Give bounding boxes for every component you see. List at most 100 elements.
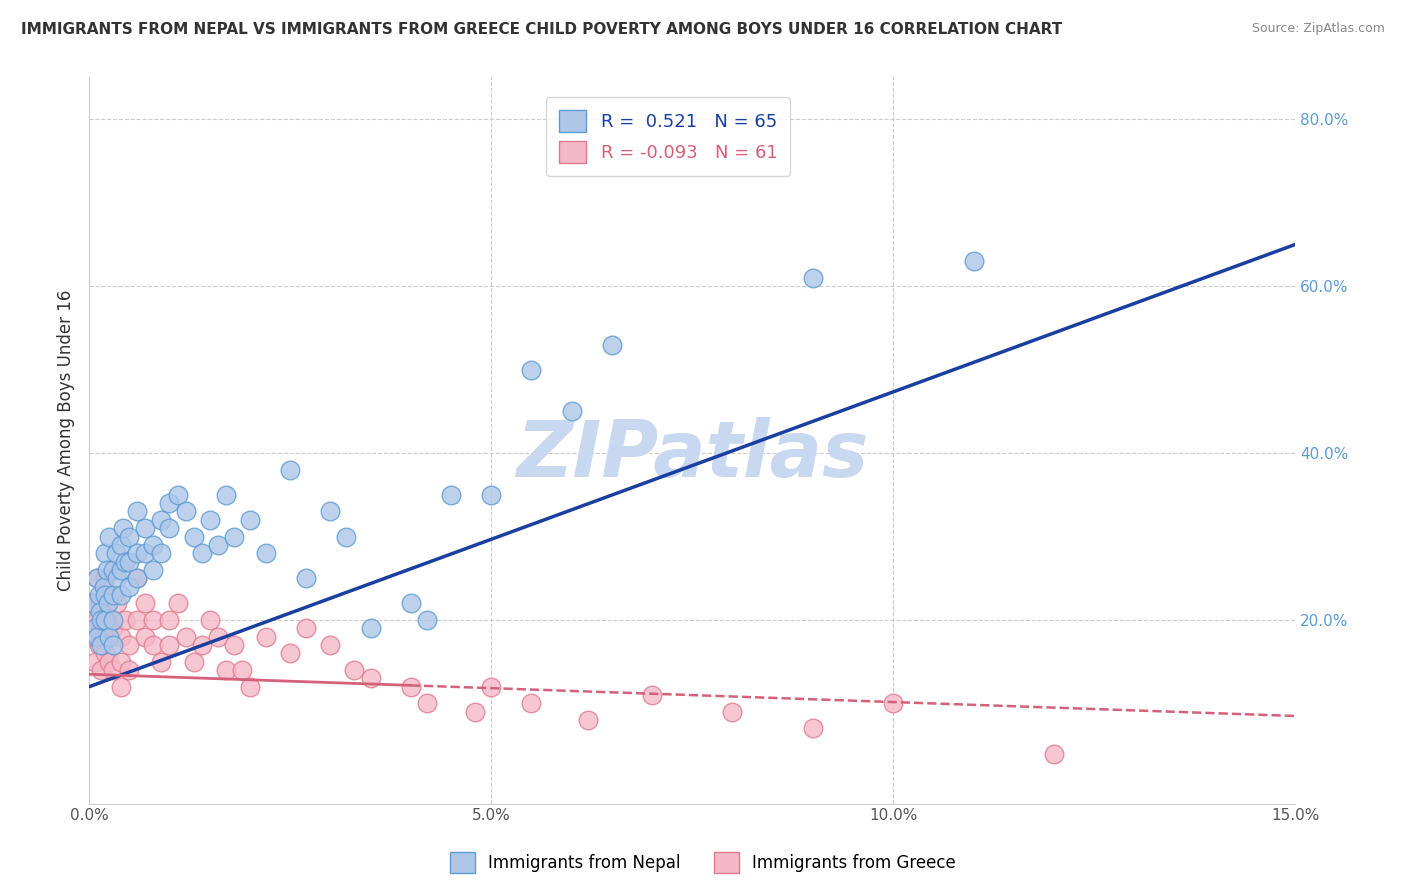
Point	[416, 697, 439, 711]
Text: ZIPatlas: ZIPatlas	[516, 417, 869, 493]
Point	[111, 521, 134, 535]
Point	[94, 588, 117, 602]
Point	[142, 538, 165, 552]
Point	[114, 555, 136, 569]
Point	[96, 563, 118, 577]
Point	[110, 538, 132, 552]
Point	[882, 697, 904, 711]
Point	[83, 621, 105, 635]
Point	[142, 638, 165, 652]
Point	[86, 630, 108, 644]
Point	[183, 655, 205, 669]
Point	[90, 638, 112, 652]
Point	[82, 630, 104, 644]
Point	[343, 663, 366, 677]
Point	[110, 563, 132, 577]
Point	[278, 646, 301, 660]
Point	[159, 496, 181, 510]
Point	[87, 638, 110, 652]
Point	[98, 655, 121, 669]
Point	[464, 705, 486, 719]
Point	[118, 663, 141, 677]
Point	[87, 588, 110, 602]
Point	[254, 630, 277, 644]
Point	[94, 571, 117, 585]
Point	[142, 613, 165, 627]
Point	[103, 563, 125, 577]
Point	[110, 655, 132, 669]
Point	[103, 638, 125, 652]
Point	[479, 488, 502, 502]
Point	[110, 630, 132, 644]
Point	[360, 621, 382, 635]
Point	[416, 613, 439, 627]
Legend: R =  0.521   N = 65, R = -0.093   N = 61: R = 0.521 N = 65, R = -0.093 N = 61	[547, 97, 790, 176]
Point	[103, 588, 125, 602]
Point	[174, 504, 197, 518]
Point	[239, 680, 262, 694]
Point	[89, 605, 111, 619]
Point	[295, 571, 318, 585]
Point	[963, 254, 986, 268]
Point	[399, 596, 422, 610]
Point	[360, 672, 382, 686]
Point	[520, 362, 543, 376]
Point	[166, 488, 188, 502]
Point	[90, 613, 112, 627]
Point	[561, 404, 583, 418]
Point	[90, 621, 112, 635]
Point	[94, 596, 117, 610]
Point	[159, 613, 181, 627]
Point	[198, 613, 221, 627]
Point	[103, 588, 125, 602]
Point	[93, 630, 115, 644]
Point	[114, 613, 136, 627]
Point	[127, 546, 149, 560]
Point	[721, 705, 744, 719]
Point	[83, 655, 105, 669]
Point	[110, 680, 132, 694]
Point	[118, 580, 141, 594]
Point	[174, 630, 197, 644]
Point	[215, 488, 238, 502]
Point	[86, 571, 108, 585]
Point	[222, 529, 245, 543]
Point	[190, 546, 212, 560]
Point	[89, 596, 111, 610]
Point	[479, 680, 502, 694]
Point	[440, 488, 463, 502]
Point	[105, 571, 128, 585]
Point	[134, 596, 156, 610]
Point	[104, 546, 127, 560]
Text: IMMIGRANTS FROM NEPAL VS IMMIGRANTS FROM GREECE CHILD POVERTY AMONG BOYS UNDER 1: IMMIGRANTS FROM NEPAL VS IMMIGRANTS FROM…	[21, 22, 1063, 37]
Point	[207, 630, 229, 644]
Text: Source: ZipAtlas.com: Source: ZipAtlas.com	[1251, 22, 1385, 36]
Point	[239, 513, 262, 527]
Point	[127, 571, 149, 585]
Point	[105, 596, 128, 610]
Point	[207, 538, 229, 552]
Point	[1043, 747, 1066, 761]
Point	[801, 270, 824, 285]
Point	[159, 638, 181, 652]
Point	[118, 555, 141, 569]
Point	[103, 621, 125, 635]
Point	[90, 663, 112, 677]
Point	[335, 529, 357, 543]
Point	[295, 621, 318, 635]
Point	[118, 638, 141, 652]
Point	[399, 680, 422, 694]
Point	[134, 521, 156, 535]
Point	[600, 337, 623, 351]
Point	[86, 571, 108, 585]
Point	[86, 613, 108, 627]
Point	[80, 596, 103, 610]
Point	[190, 638, 212, 652]
Point	[150, 546, 173, 560]
Point	[134, 630, 156, 644]
Point	[150, 513, 173, 527]
Point	[142, 563, 165, 577]
Point	[222, 638, 245, 652]
Point	[98, 529, 121, 543]
Y-axis label: Child Poverty Among Boys Under 16: Child Poverty Among Boys Under 16	[58, 290, 75, 591]
